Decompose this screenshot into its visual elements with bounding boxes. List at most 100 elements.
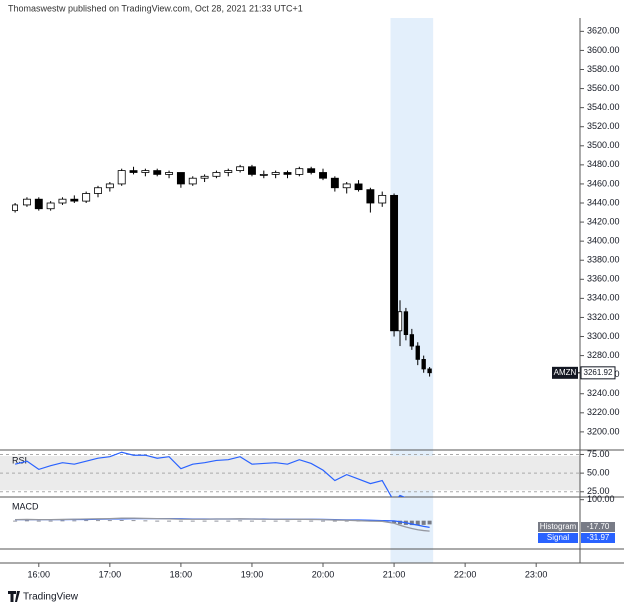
candle-body (236, 166, 245, 171)
candle-body (22, 198, 31, 206)
y-tick-label: 3420.00 (587, 216, 620, 226)
histogram-bar (285, 520, 290, 522)
y-tick-label: 3560.00 (587, 83, 620, 93)
price-label: 3261.92 (584, 368, 613, 377)
candle-body (307, 168, 316, 173)
value-tag (581, 522, 615, 532)
candle-body (248, 166, 256, 175)
candle-body (295, 168, 304, 175)
y-tick-label: 3480.00 (587, 159, 620, 169)
signal-line (15, 517, 430, 529)
legend-tag (538, 533, 578, 543)
candles (12, 164, 432, 377)
x-tick-label: 17:00 (99, 569, 122, 579)
histogram-bar (202, 520, 207, 522)
histogram-bar (397, 520, 402, 525)
candle-body (46, 202, 55, 210)
candle-body (105, 183, 114, 189)
candle-body (415, 345, 420, 360)
histogram-bar (421, 520, 426, 525)
footer-logo (8, 591, 20, 602)
legend-label: Histogram (540, 522, 577, 531)
candle-body (153, 170, 162, 175)
candle-body (117, 170, 126, 185)
y-tick-label: 100.00 (587, 494, 615, 504)
y-tick-label: 3520.00 (587, 121, 620, 131)
histogram-bar (226, 520, 231, 522)
histogram-bar (143, 520, 148, 522)
histogram-bar (273, 520, 278, 522)
histogram-bar (190, 520, 195, 522)
rsi-title: RSI (12, 455, 27, 465)
candle-body (390, 194, 399, 332)
candle-body (319, 172, 327, 179)
histogram-bar (36, 520, 41, 522)
candle-body (12, 204, 19, 212)
macd-title: MACD (12, 501, 39, 511)
candle-body (141, 170, 150, 173)
y-tick-label: 3240.00 (587, 388, 620, 398)
candle-body (82, 193, 91, 202)
y-tick-label: 3440.00 (587, 197, 620, 207)
y-tick-label: 50.00 (587, 468, 610, 478)
histogram-bar (107, 520, 112, 522)
x-tick-label: 21:00 (383, 569, 406, 579)
y-tick-label: 3540.00 (587, 102, 620, 112)
histogram-bar (48, 520, 53, 522)
candle-body (409, 334, 415, 347)
histogram-bar (332, 520, 337, 522)
candle-body (200, 175, 209, 179)
y-tick-label: 3600.00 (587, 45, 620, 55)
histogram-bar (427, 520, 432, 525)
price-tag (580, 366, 616, 380)
candle-body (34, 198, 43, 210)
candle-body (421, 359, 426, 370)
histogram-bar (249, 520, 254, 522)
candle-body (224, 170, 233, 173)
value-label: -31.97 (587, 533, 610, 542)
histogram-bar (309, 520, 314, 522)
histogram-bar (214, 520, 219, 522)
rsi-line (14, 451, 406, 497)
histogram-bar (321, 520, 326, 522)
candle-body (397, 311, 403, 332)
y-tick-label: 3380.00 (587, 255, 620, 265)
candle-body (366, 189, 375, 204)
candle-body (427, 368, 432, 374)
x-tick-label: 22:00 (454, 569, 477, 579)
histogram-bar (72, 520, 77, 522)
y-tick-label: 75.00 (587, 449, 610, 459)
y-tick-label: 3400.00 (587, 236, 620, 246)
value-label: -17.70 (587, 522, 610, 531)
candle-body (70, 198, 79, 202)
candle-body (354, 183, 363, 191)
histogram-bar (238, 520, 243, 522)
candle-body (165, 172, 174, 175)
candle-body (188, 177, 197, 185)
histogram-bar (131, 520, 136, 522)
histogram-bar (344, 520, 349, 522)
histogram-bar (13, 520, 18, 522)
candle-body (259, 173, 268, 176)
header: Thomaswestw published on TradingView.com… (8, 3, 303, 13)
footer-brand: TradingView (23, 592, 79, 603)
candle-body (94, 187, 102, 194)
y-tick-label: 3320.00 (587, 312, 620, 322)
histogram-bar (84, 520, 89, 522)
candle-body (271, 172, 280, 175)
y-tick-label: 3500.00 (587, 140, 620, 150)
y-tick-label: 3460.00 (587, 178, 620, 188)
histogram-bar (178, 520, 183, 522)
x-tick-label: 19:00 (241, 569, 264, 579)
histogram-bar (60, 520, 65, 522)
symbol-tag (552, 366, 578, 379)
histogram-bar (415, 520, 420, 526)
y-tick-label: 3340.00 (587, 293, 620, 303)
histogram-bar (297, 520, 302, 522)
legend-label: Signal (547, 533, 569, 542)
macd-line (15, 517, 430, 532)
y-tick-label: 3280.00 (587, 350, 620, 360)
histogram-bar (119, 520, 124, 521)
histogram-bar (155, 520, 160, 522)
